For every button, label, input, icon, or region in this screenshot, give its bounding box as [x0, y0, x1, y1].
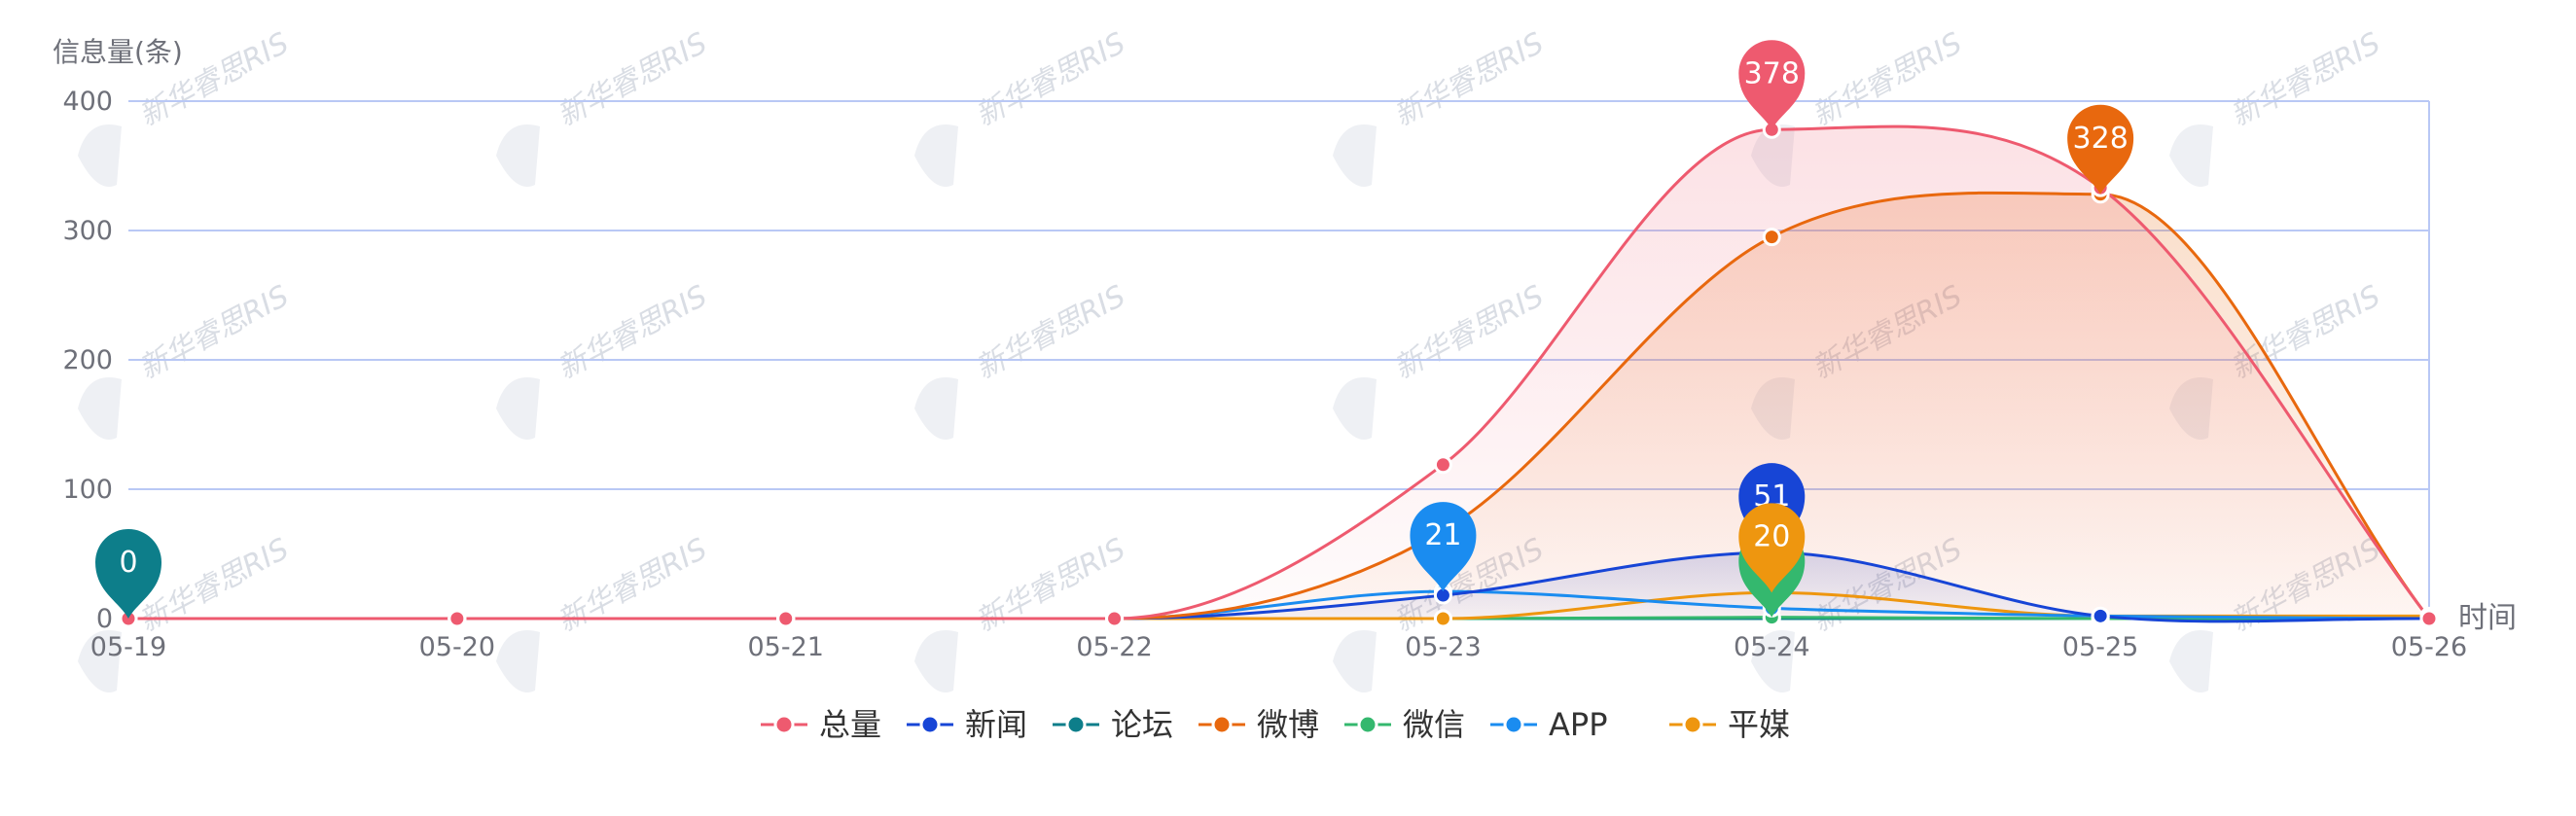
pin-label: 378	[1744, 56, 1800, 90]
data-point[interactable]	[1433, 609, 1452, 628]
pin-shape	[2067, 104, 2134, 195]
watermark-text: 新华睿思RIS	[552, 532, 712, 639]
pin-shape	[1738, 40, 1806, 130]
y-tick-label: 0	[96, 604, 113, 634]
y-tick-label: 400	[62, 87, 113, 117]
data-point[interactable]	[447, 609, 467, 628]
pin-论坛: 0	[95, 529, 161, 619]
pin-APP: 21	[1410, 502, 1477, 592]
watermark-text: 新华睿思RIS	[552, 279, 712, 386]
legend-label: 平媒	[1728, 706, 1790, 743]
watermark-logo	[78, 630, 122, 692]
y-tick-label: 300	[62, 216, 113, 246]
watermark-logo	[2169, 630, 2213, 692]
legend-label: APP	[1549, 706, 1607, 743]
watermark-logo	[496, 377, 540, 440]
data-point[interactable]	[776, 609, 796, 628]
y-tick-label: 100	[62, 475, 113, 505]
data-point[interactable]	[1762, 228, 1781, 247]
x-tick-label: 05-22	[1076, 632, 1152, 662]
series-areas	[128, 126, 2429, 621]
data-point[interactable]	[1433, 455, 1452, 475]
pin-label: 21	[1424, 518, 1461, 552]
watermark-text: 新华睿思RIS	[1388, 279, 1549, 386]
watermark: 新华睿思RIS	[2169, 26, 2386, 187]
watermark-logo	[1333, 377, 1377, 440]
pin-shape	[1738, 503, 1806, 593]
x-tick-label: 05-20	[419, 632, 495, 662]
series-points	[119, 120, 2439, 628]
pin-label: 20	[1753, 519, 1790, 553]
watermark-text: 新华睿思RIS	[1388, 26, 1549, 133]
pin-shape	[1410, 502, 1477, 592]
pin-shape	[95, 529, 161, 619]
watermark: 新华睿思RIS	[496, 26, 713, 187]
watermark-logo	[1333, 124, 1377, 187]
legend-item[interactable]: 平媒	[1669, 706, 1790, 743]
watermark-text: 新华睿思RIS	[970, 279, 1130, 386]
watermark-text: 新华睿思RIS	[1807, 26, 1967, 133]
series-area	[128, 126, 2429, 620]
legend-item[interactable]: 总量	[761, 706, 881, 743]
legend-item[interactable]: 微博	[1199, 706, 1319, 743]
legend-marker	[1503, 714, 1524, 735]
watermark: 新华睿思RIS	[914, 532, 1131, 692]
legend-marker	[919, 714, 941, 735]
x-tick-label: 05-21	[747, 632, 823, 662]
watermark-logo	[914, 630, 958, 692]
legend-marker	[1682, 714, 1703, 735]
watermark: 新华睿思RIS	[496, 532, 713, 692]
watermark-logo	[914, 124, 958, 187]
watermark-logo	[914, 377, 958, 440]
legend-label: 新闻	[965, 706, 1027, 743]
legend-item[interactable]: APP	[1490, 706, 1607, 743]
x-axis-title: 时间	[2458, 601, 2517, 635]
legend-item[interactable]: 微信	[1344, 706, 1465, 743]
watermark-text: 新华睿思RIS	[552, 26, 712, 133]
legend-item[interactable]: 新闻	[907, 706, 1027, 743]
x-tick-label: 05-23	[1405, 632, 1481, 662]
watermark: 新华睿思RIS	[914, 26, 1131, 187]
legend-label: 论坛	[1111, 706, 1173, 743]
legend-marker	[1357, 714, 1378, 735]
watermark-logo	[2169, 124, 2213, 187]
x-tick-label: 05-19	[90, 632, 166, 662]
x-tick-label: 05-25	[2062, 632, 2138, 662]
watermark-logo	[1751, 630, 1795, 692]
legend-label: 微信	[1403, 706, 1465, 743]
watermark-logo	[1333, 630, 1377, 692]
x-tick-label: 05-26	[2391, 632, 2467, 662]
watermark-text: 新华睿思RIS	[970, 26, 1130, 133]
legend-label: 总量	[819, 706, 881, 743]
y-tick-label: 200	[62, 345, 113, 375]
data-point[interactable]	[1105, 609, 1125, 628]
watermark-logo	[78, 377, 122, 440]
pin-label: 0	[119, 546, 137, 580]
pin-label: 328	[2073, 122, 2129, 156]
data-point[interactable]	[2419, 609, 2439, 628]
watermark-text: 新华睿思RIS	[2225, 26, 2385, 133]
watermark: 新华睿思RIS	[1333, 26, 1550, 187]
legend-label: 微博	[1257, 706, 1319, 743]
legend-marker	[773, 714, 795, 735]
watermark-logo	[78, 124, 122, 187]
y-axis-title: 信息量(条)	[53, 36, 183, 68]
watermark-text: 新华睿思RIS	[133, 279, 294, 386]
watermark-logo	[496, 630, 540, 692]
pin-总量: 378	[1738, 40, 1806, 130]
pin-微博: 328	[2067, 104, 2134, 195]
watermark-logo	[496, 124, 540, 187]
legend-marker	[1065, 714, 1087, 735]
legend-marker	[1211, 714, 1233, 735]
legend: 总量 新闻 论坛 微博 微信 APP 平媒	[761, 706, 1790, 743]
x-tick-label: 05-24	[1734, 632, 1809, 662]
series-lines	[128, 124, 2431, 623]
legend-item[interactable]: 论坛	[1053, 706, 1173, 743]
data-point[interactable]	[2091, 606, 2110, 625]
pin-平媒: 20	[1738, 503, 1806, 593]
